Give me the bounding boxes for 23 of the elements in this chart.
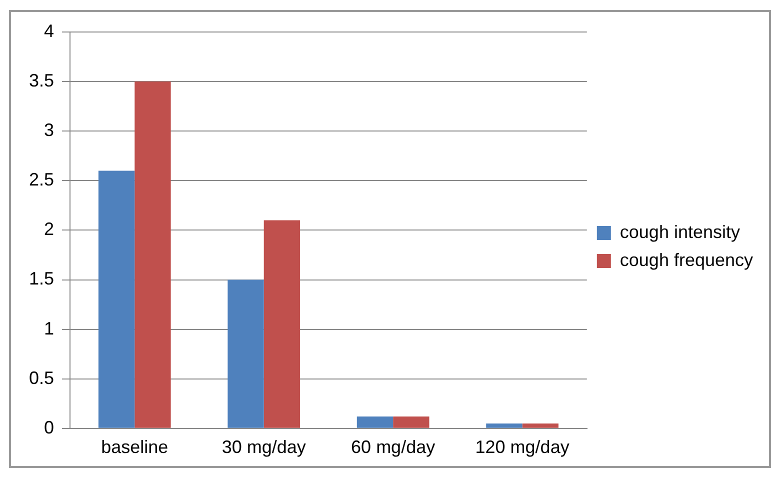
bar <box>134 82 171 428</box>
y-tick-label: 1 <box>44 318 54 338</box>
bar <box>356 416 394 428</box>
y-tick-label: 3.5 <box>28 70 54 91</box>
y-tick-label: 0.5 <box>28 368 54 388</box>
y-tick-label: 2.5 <box>28 170 54 190</box>
legend-label: cough intensity <box>620 222 740 242</box>
y-tick-label: 2 <box>44 219 54 240</box>
bar <box>264 220 300 428</box>
x-tick-label: 120 mg/day <box>475 437 570 458</box>
bar <box>522 423 558 428</box>
bar <box>228 280 264 428</box>
y-tick-label: 3 <box>44 120 54 140</box>
y-tick-label: 1.5 <box>28 268 54 289</box>
bar <box>486 423 522 428</box>
x-tick-label: baseline <box>101 437 168 458</box>
bar <box>98 170 135 428</box>
bar <box>393 416 430 428</box>
legend-label: cough frequency <box>620 250 753 270</box>
y-tick-label: 4 <box>44 20 54 41</box>
x-tick-label: 30 mg/day <box>222 437 306 458</box>
x-tick-label: 60 mg/day <box>351 437 436 458</box>
y-tick-label: 0 <box>44 417 54 438</box>
